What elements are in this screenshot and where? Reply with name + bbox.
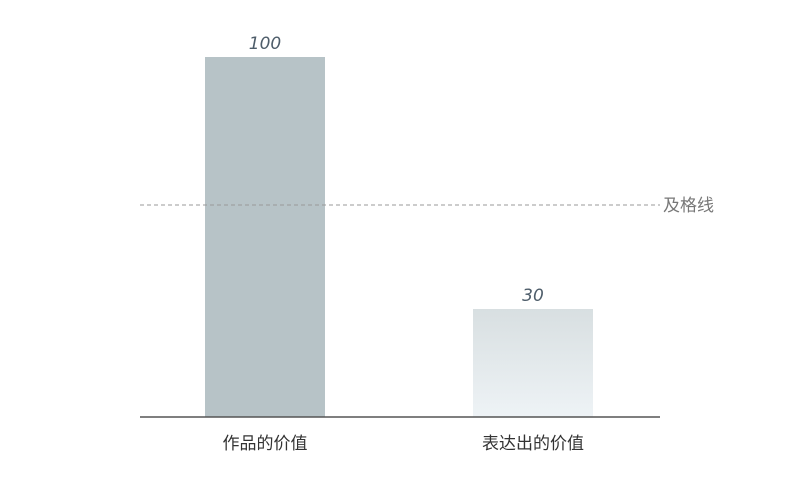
bar-works-value (205, 57, 325, 417)
data-label-works-value: 100 (249, 34, 281, 54)
bar-expressed-value (473, 309, 593, 417)
data-label-expressed-value: 30 (522, 286, 544, 306)
x-tick-label-expressed-value: 表达出的价值 (482, 434, 584, 454)
x-tick-label-works-value: 作品的价值 (223, 434, 308, 454)
reference-line-label: 及格线 (663, 196, 714, 216)
